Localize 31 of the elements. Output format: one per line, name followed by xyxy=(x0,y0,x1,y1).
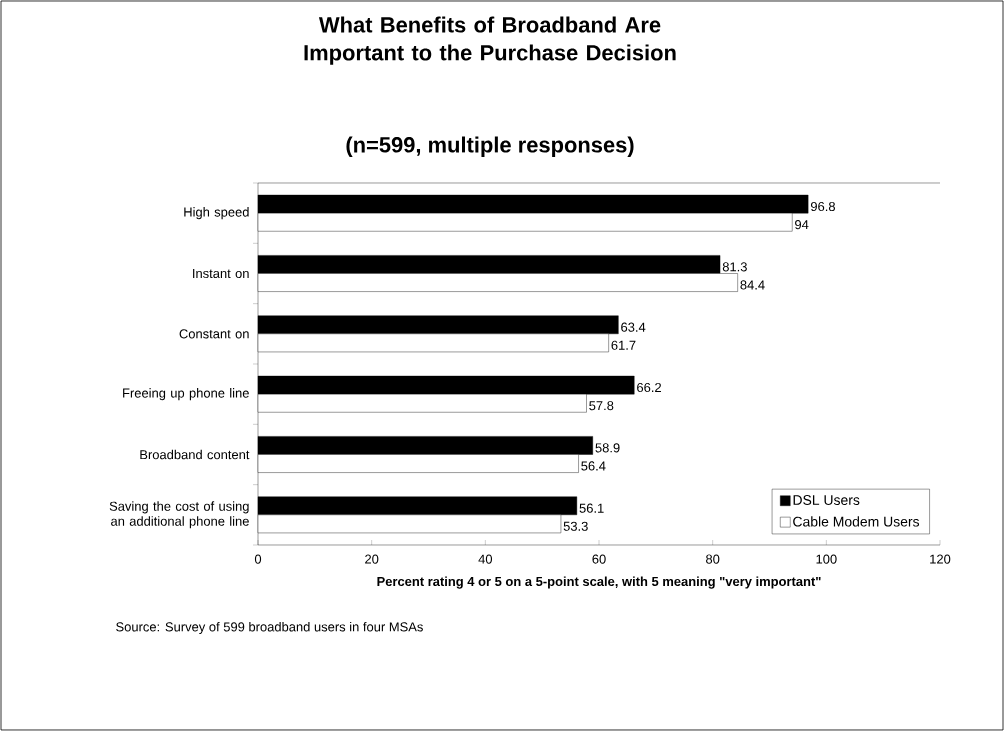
source-note: Source: Survey of 599 broadband users in four MSAs xyxy=(116,621,423,635)
data-label: 94 xyxy=(795,220,809,230)
y-tick-label: High speed xyxy=(184,207,249,220)
data-label: 56.4 xyxy=(581,461,606,471)
legend-label: DSL Users xyxy=(793,495,860,505)
data-label: 81.3 xyxy=(722,262,747,272)
y-tick-label: Broadband content xyxy=(140,449,250,460)
data-label: 53.3 xyxy=(563,521,588,531)
chart-subtitle: (n=599, multiple responses) xyxy=(346,136,634,157)
x-tick-label: 20 xyxy=(365,554,379,564)
x-axis-title: Percent rating 4 or 5 on a 5-point scale, with 5 meaning "very important" xyxy=(377,576,821,589)
x-tick-label: 100 xyxy=(816,554,837,564)
data-label: 66.2 xyxy=(637,382,661,393)
data-label: 58.9 xyxy=(595,443,620,453)
chart-title: What Benefits of Broadband Are Important to the Purchase Decision xyxy=(304,16,676,65)
y-tick-label: Saving the cost of using an additional phone line xyxy=(109,501,249,529)
x-tick-label: 120 xyxy=(930,554,951,564)
y-tick-label: Freeing up phone line xyxy=(123,388,249,401)
x-tick-label: 0 xyxy=(254,554,262,564)
y-tick-label: Constant on xyxy=(179,329,249,339)
x-tick-label: 60 xyxy=(592,554,606,564)
data-label: 84.4 xyxy=(740,280,765,290)
x-tick-label: 80 xyxy=(706,554,720,564)
data-label: 63.4 xyxy=(621,322,646,332)
x-tick-label: 40 xyxy=(478,554,493,564)
legend-label: Cable Modem Users xyxy=(793,516,920,527)
data-label: 96.8 xyxy=(810,201,835,212)
data-label: 61.7 xyxy=(611,340,636,350)
data-label: 56.1 xyxy=(579,503,604,513)
y-tick-label: Instant on xyxy=(193,268,249,279)
data-label: 57.8 xyxy=(589,401,614,411)
